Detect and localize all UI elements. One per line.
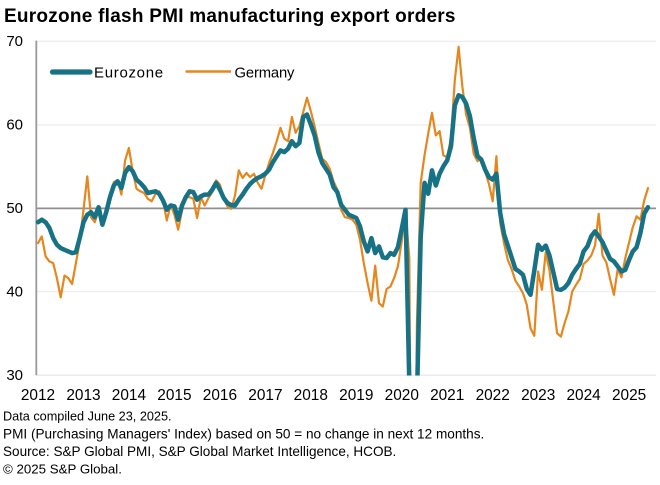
svg-text:2020: 2020	[385, 387, 419, 404]
svg-text:70: 70	[6, 33, 23, 50]
svg-text:2016: 2016	[203, 387, 237, 404]
svg-text:Data compiled June 23, 2025.: Data compiled June 23, 2025.	[3, 410, 172, 424]
svg-text:2014: 2014	[112, 387, 147, 404]
svg-text:2017: 2017	[248, 387, 282, 404]
svg-text:2025: 2025	[612, 387, 646, 404]
svg-text:60: 60	[6, 117, 23, 134]
svg-text:30: 30	[6, 367, 23, 384]
svg-text:40: 40	[6, 284, 23, 301]
svg-text:Eurozone: Eurozone	[94, 65, 164, 82]
svg-text:2023: 2023	[521, 387, 555, 404]
svg-text:50: 50	[6, 200, 23, 217]
svg-text:2021: 2021	[430, 387, 464, 404]
svg-text:2022: 2022	[476, 387, 510, 404]
svg-text:PMI (Purchasing Managers' Inde: PMI (Purchasing Managers' Index) based o…	[3, 426, 484, 441]
svg-text:2015: 2015	[157, 387, 191, 404]
svg-text:2018: 2018	[294, 387, 328, 404]
svg-text:2019: 2019	[339, 387, 373, 404]
svg-text:2012: 2012	[21, 387, 55, 404]
svg-text:Germany: Germany	[235, 66, 296, 82]
svg-text:© 2025 S&P Global.: © 2025 S&P Global.	[3, 461, 122, 476]
svg-text:Source: S&P Global PMI, S&P Gl: Source: S&P Global PMI, S&P Global Marke…	[3, 444, 396, 459]
svg-text:Eurozone flash PMI manufacturi: Eurozone flash PMI manufacturing export …	[4, 6, 456, 27]
svg-text:2024: 2024	[566, 387, 601, 404]
svg-text:2013: 2013	[66, 387, 100, 404]
